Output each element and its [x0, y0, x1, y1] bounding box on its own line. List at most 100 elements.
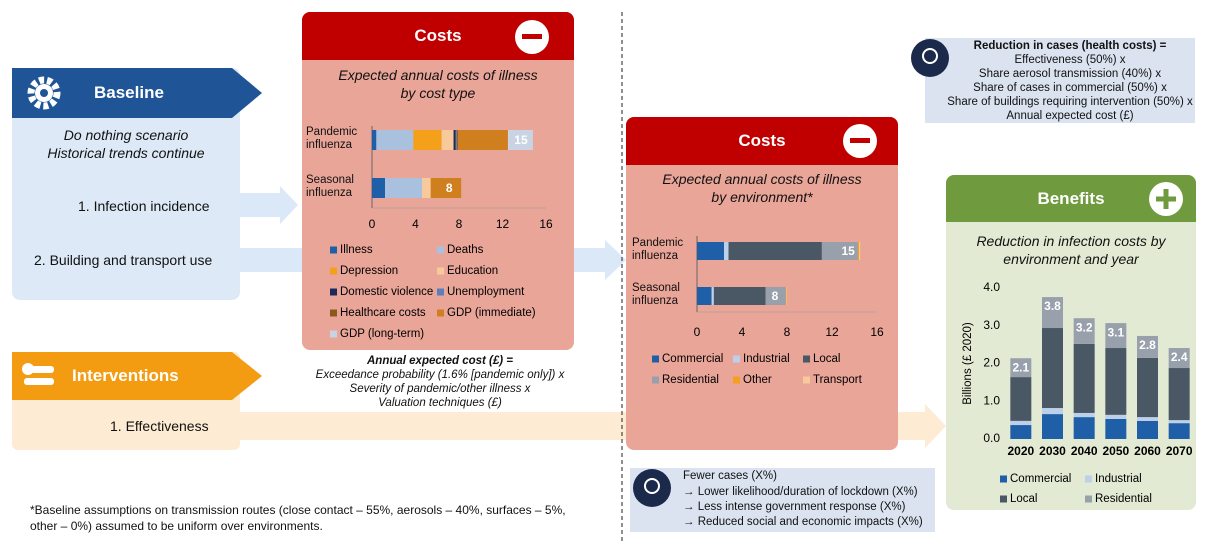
- legend-label: Illness: [340, 244, 373, 256]
- bar-segment: [697, 287, 712, 305]
- arrow: [240, 186, 298, 224]
- total-label: 15: [841, 244, 855, 258]
- costs-env-panel: [626, 117, 898, 450]
- legend-swatch: [733, 376, 740, 384]
- x-tick-label: 0: [694, 325, 701, 339]
- bar-segment: [1105, 323, 1127, 349]
- bar-segment: [728, 242, 822, 260]
- formula-line: Valuation techniques (£): [378, 397, 502, 409]
- legend-label: Education: [447, 265, 498, 277]
- reduction-line: Effectiveness (50%) x: [1014, 54, 1126, 66]
- legend-label: GDP (immediate): [447, 307, 536, 319]
- bar-segment: [1168, 420, 1190, 424]
- baseline-item: 1. Infection incidence: [78, 198, 210, 214]
- reduction-line: Share aerosol transmission (40%) x: [978, 68, 1162, 80]
- total-label: 2.8: [1139, 338, 1156, 352]
- bar-segment: [1105, 418, 1127, 439]
- bulb-icon: [633, 469, 671, 507]
- benefits-subtitle: Reduction in infection costs by: [976, 233, 1166, 249]
- interventions-title: Interventions: [72, 366, 179, 385]
- bar-segment: [430, 178, 462, 198]
- legend-swatch: [733, 355, 740, 363]
- costs-type-subtitle: Expected annual costs of illness: [338, 67, 538, 83]
- total-label: 3.1: [1107, 325, 1124, 339]
- bar-segment: [455, 130, 457, 150]
- x-tick-label: 16: [539, 217, 553, 231]
- legend-swatch: [330, 246, 337, 254]
- legend-swatch: [1085, 475, 1092, 483]
- legend-label: Residential: [662, 374, 719, 386]
- legend-swatch: [1000, 475, 1007, 483]
- x-tick-label: 12: [496, 217, 510, 231]
- total-label: 3.8: [1044, 299, 1061, 313]
- x-tick-label: 8: [784, 325, 791, 339]
- bar-segment: [1168, 423, 1190, 439]
- bar-segment: [1137, 420, 1158, 439]
- legend-swatch: [437, 288, 444, 296]
- impacts-line: Fewer cases (X%): [683, 470, 777, 482]
- bar-segment: [1073, 412, 1095, 418]
- reduction-line: Share of cases in commercial (50%) x: [973, 82, 1167, 94]
- x-tick-label: 4: [412, 217, 419, 231]
- category-label-box: Pandemic influenza: [632, 237, 683, 262]
- total-label: 3.2: [1076, 320, 1093, 334]
- legend-label: Commercial: [662, 353, 723, 365]
- x-tick-label: 2040: [1071, 444, 1098, 458]
- total-label: 2.1: [1012, 360, 1029, 374]
- gear-icon: [27, 76, 61, 110]
- bulb-icon: [644, 478, 660, 494]
- category-label: Pandemic influenza: [306, 126, 358, 151]
- bar-segment: [1042, 408, 1063, 415]
- legend-swatch: [1000, 495, 1007, 503]
- bar-segment: [1168, 368, 1190, 421]
- reduction-line: Reduction in cases (health costs) =: [973, 40, 1167, 52]
- legend-swatch: [437, 246, 444, 254]
- bar-segment: [1010, 425, 1032, 439]
- costs-env-title: Costs: [738, 131, 786, 150]
- x-tick-label: 2060: [1134, 444, 1161, 458]
- legend-swatch: [330, 309, 337, 317]
- category-label-box: Seasonal influenza: [632, 282, 680, 307]
- minus-icon: [850, 138, 870, 143]
- baseline-item: 2. Building and transport use: [34, 252, 213, 268]
- plus-icon: [1163, 189, 1169, 209]
- x-tick-label: 4: [739, 325, 746, 339]
- legend-label: Local: [813, 353, 841, 365]
- interventions-header: Interventions: [12, 352, 262, 400]
- impacts-box: [630, 468, 935, 532]
- bar-segment: [372, 178, 386, 198]
- bar-segment: [1137, 417, 1158, 421]
- bar-segment: [1137, 335, 1158, 358]
- formula-line: Exceedance probability (1.6% [pandemic o…: [315, 369, 565, 381]
- bar-segment: [1073, 343, 1095, 413]
- wrench-icon: [22, 363, 54, 385]
- bar-segment: [859, 242, 861, 260]
- legend-label: Healthcare costs: [340, 307, 426, 319]
- legend-swatch: [330, 288, 337, 296]
- baseline-line: Do nothing scenario: [63, 127, 189, 143]
- bar-segment: [453, 130, 456, 150]
- reduction-line: Annual expected cost (£): [1006, 110, 1134, 122]
- legend-label: Industrial: [1095, 473, 1142, 485]
- impacts-line: → Reduced social and economic impacts (X…: [683, 516, 923, 528]
- benefits-title: Benefits: [1037, 188, 1105, 208]
- bar-segment: [385, 178, 423, 198]
- bar-segment: [697, 242, 724, 260]
- legend-label: Local: [1010, 493, 1038, 505]
- legend-label: Deaths: [447, 244, 484, 256]
- legend-label: Depression: [340, 265, 398, 277]
- legend-label: Domestic violence: [340, 286, 433, 298]
- x-tick-label: 2030: [1039, 444, 1066, 458]
- baseline-title: Baseline: [94, 83, 164, 102]
- costs-env-subtitle: Expected annual costs of illness: [662, 171, 862, 187]
- legend-swatch: [803, 376, 810, 384]
- bar-segment: [1168, 348, 1190, 369]
- legend-swatch: [437, 309, 444, 317]
- bar-segment: [765, 287, 786, 305]
- footnote: *Baseline assumptions on transmission ro…: [30, 503, 566, 517]
- bar-segment: [376, 130, 414, 150]
- legend-swatch: [437, 267, 444, 275]
- bar-segment: [457, 130, 508, 150]
